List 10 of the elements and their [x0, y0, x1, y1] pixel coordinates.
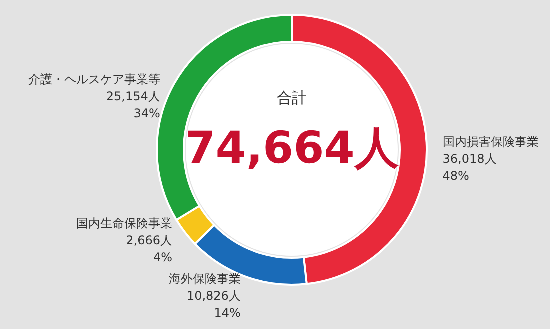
data-label: 10,826人 14% — [186, 289, 241, 320]
data-label: 36,018人 48% — [442, 152, 497, 184]
text: 合計 — [277, 89, 307, 107]
slice-label: 国内生命保険事業 — [76, 216, 173, 231]
slice-label: 国内損害保険事業 — [442, 135, 539, 150]
slice-label: 介護・ヘルスケア事業等 — [28, 72, 160, 87]
data-label: 2,666人 4% — [126, 234, 173, 265]
slice-label: 海外保険事業 — [168, 272, 241, 286]
text: 74,664人 — [185, 123, 399, 174]
data-label: 25,154人 34% — [106, 90, 160, 121]
